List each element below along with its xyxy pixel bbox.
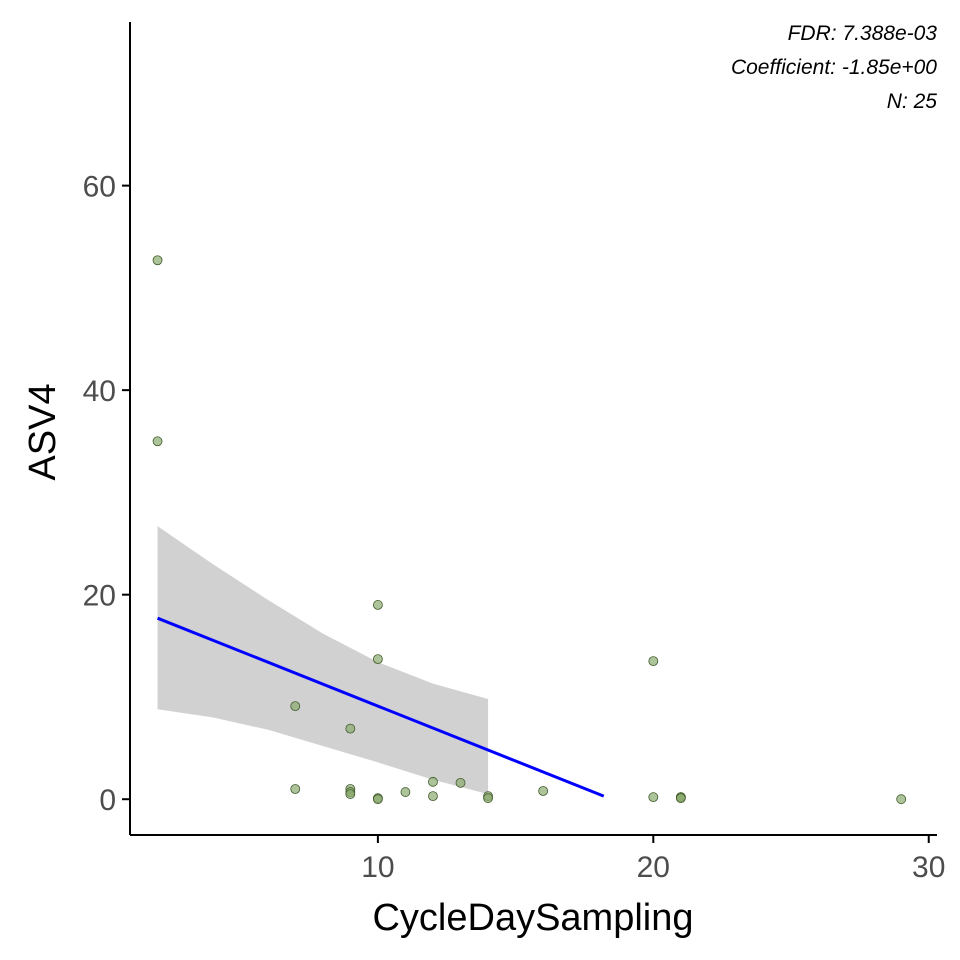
fit-line-layer [156, 616, 605, 798]
data-point [290, 784, 301, 794]
x-tick-label: 10 [361, 851, 394, 884]
x-tick-label: 30 [912, 851, 945, 884]
data-point [538, 786, 549, 796]
data-point [648, 792, 659, 803]
data-point [428, 776, 438, 787]
annotation-layer: FDR: 7.388e-03 Coefficient: -1.85e+00 N: 2… [731, 22, 937, 113]
x-axis-title: CycleDaySampling [372, 897, 693, 939]
data-point [372, 600, 383, 610]
confidence-band-layer [157, 526, 489, 795]
data-point [483, 793, 493, 804]
stat-annotation: Coefficient: -1.85e+00 [731, 56, 937, 79]
y-tick-label: 0 [99, 784, 116, 817]
data-points-layer [152, 255, 907, 805]
data-point [152, 436, 163, 447]
y-tick-label: 40 [83, 375, 116, 408]
data-point [372, 794, 383, 805]
data-point [428, 791, 438, 802]
data-point [648, 656, 659, 667]
data-point [345, 789, 356, 799]
stat-annotation: FDR: 7.388e-03 [788, 22, 938, 45]
y-axis-title: ASV4 [22, 383, 64, 480]
data-point [290, 701, 301, 712]
y-tick-label: 60 [83, 171, 116, 204]
stat-annotation: N: 25 [887, 90, 938, 113]
x-tick-label: 20 [637, 851, 670, 884]
data-point [372, 654, 383, 665]
regression-line [156, 616, 605, 798]
data-point [400, 787, 411, 797]
data-point [455, 777, 466, 788]
y-tick-label: 20 [83, 580, 116, 613]
data-point [152, 255, 163, 266]
confidence-band [157, 526, 489, 795]
data-point [345, 723, 356, 734]
data-point [896, 794, 907, 805]
axes-layer: 10 20 30 0 20 40 60 [83, 22, 945, 884]
data-point [675, 793, 686, 804]
